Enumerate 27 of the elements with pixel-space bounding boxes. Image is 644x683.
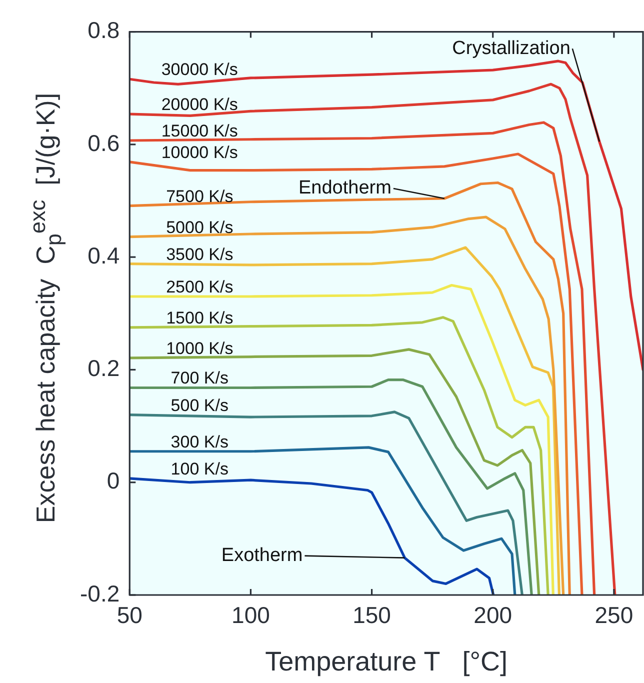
series-label: 2500 K/s [166,278,234,297]
series-label: 15000 K/s [161,122,238,140]
series-label: 30000 K/s [161,60,238,80]
series-label: 700 K/s [170,368,228,388]
y-tick-label: 0.2 [88,355,120,382]
x-tick-label: 150 [352,602,391,628]
y-tick-label: 0.4 [88,242,120,268]
series-label: 5000 K/s [166,218,234,237]
annotation: Endotherm [298,178,392,199]
x-axis-title: Temperature T [°C] [265,646,508,676]
series-label: 20000 K/s [161,95,238,114]
y-tick-label: 0.8 [88,17,120,44]
series-label: 100 K/s [170,459,228,478]
series-label: 7500 K/s [166,186,234,206]
annotation: Exotherm [221,545,303,566]
x-tick-label: 200 [474,602,512,628]
series-label: 1000 K/s [166,338,234,358]
x-tick-label: 100 [232,602,270,628]
annotation: Crystallization [452,38,570,59]
series-label: 500 K/s [170,396,228,415]
y-tick-label: 0.6 [88,130,120,156]
y-tick-label: 0 [106,468,120,494]
series-label: 300 K/s [170,432,228,452]
series-label: 1500 K/s [166,308,234,328]
series-label: 3500 K/s [166,244,234,264]
x-tick-label: 250 [594,602,634,628]
series-label: 10000 K/s [161,142,238,162]
